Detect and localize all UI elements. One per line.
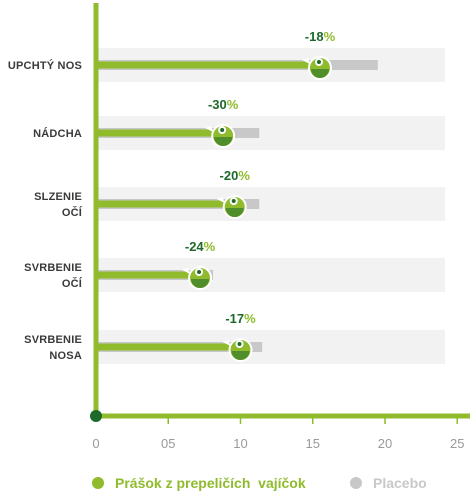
reduction-unit: % [324, 29, 336, 44]
reduction-label: -30% [201, 94, 246, 114]
reduction-unit: % [204, 239, 216, 254]
legend-item-placebo: Placebo [350, 473, 427, 493]
legend-dot-placebo [350, 477, 362, 489]
reduction-label: -24% [178, 236, 223, 256]
category-labels: UPCHTÝ NOS NÁDCHA SLZENIE OČÍ SVRBENIE OČÍ SVR… [8, 59, 83, 362]
reduction-text: -17% [225, 311, 256, 326]
reduction-text: -30% [208, 97, 239, 112]
marker-pupil [197, 270, 202, 274]
reduction-label: -17% [218, 308, 263, 328]
reduction-number: -20 [220, 168, 239, 183]
legend-dot-treatment [92, 477, 104, 489]
reduction-label: -20% [212, 165, 257, 185]
x-tick-label: 20 [378, 436, 392, 451]
legend: Prášok z prepeličích vajíčok Placebo [0, 473, 470, 493]
chart: 0 05 10 15 20 25 -18%-30%-20%-24%-17% UPCHTÝ … [8, 3, 470, 451]
category-label: OČÍ [62, 206, 83, 219]
reduction-number: -18 [305, 29, 324, 44]
treatment-bar [96, 343, 241, 351]
category-label: SVRBENIE [24, 262, 82, 274]
marker-shade [214, 137, 233, 146]
marker-shade [225, 208, 244, 217]
marker-pupil [231, 199, 236, 203]
bar-end-markers [182, 56, 332, 362]
marker-shade [310, 69, 329, 78]
marker-shade [191, 279, 210, 288]
bar-end-marker [182, 266, 213, 290]
marker-shade [231, 351, 250, 360]
marker-tail [301, 58, 310, 64]
axis-origin-dot [90, 410, 102, 422]
reduction-number: -17 [225, 311, 244, 326]
reduction-unit: % [244, 311, 256, 326]
x-tick-label: 15 [306, 436, 320, 451]
category-label: UPCHTÝ NOS [8, 59, 82, 72]
reduction-pill [212, 165, 257, 185]
reduction-pill [218, 308, 263, 328]
marker-pupil [316, 60, 321, 64]
marker-tail [205, 126, 214, 132]
bar-end-marker [222, 338, 253, 362]
reduction-unit: % [238, 168, 250, 183]
bar-end-marker [205, 124, 236, 148]
reduction-text: -20% [220, 168, 251, 183]
x-tick-label: 0 [92, 436, 99, 451]
bar-end-marker [216, 195, 247, 219]
category-label: OČÍ [62, 277, 83, 290]
reduction-pill [201, 94, 246, 114]
x-tick-label: 10 [233, 436, 247, 451]
marker-tail [182, 268, 191, 274]
category-label: SVRBENIE [24, 334, 82, 346]
marker-pupil [220, 128, 225, 132]
treatment-bar [96, 200, 235, 208]
x-tick-label: 05 [161, 436, 175, 451]
marker-tail [216, 197, 225, 203]
reduction-labels: -18%-30%-20%-24%-17% [178, 26, 342, 328]
bar-end-marker [301, 56, 332, 80]
category-label: NOSA [49, 350, 82, 362]
treatment-bar [96, 271, 201, 279]
category-label: SLZENIE [34, 191, 82, 203]
reduction-pill [297, 26, 342, 46]
reduction-label: -18% [297, 26, 342, 46]
x-ticks: 0 05 10 15 20 25 [92, 416, 464, 451]
treatment-bar [96, 129, 224, 137]
reduction-number: -30 [208, 97, 227, 112]
reduction-number: -24 [185, 239, 205, 254]
legend-item-treatment: Prášok z prepeličích vajíčok [92, 473, 306, 493]
reduction-text: -24% [185, 239, 216, 254]
treatment-bar [96, 61, 320, 69]
reduction-text: -18% [305, 29, 336, 44]
legend-label-placebo: Placebo [373, 475, 427, 491]
marker-tail [222, 340, 231, 346]
x-tick-label: 25 [450, 436, 464, 451]
treatment-bars [96, 61, 320, 351]
legend-label-treatment: Prášok z prepeličích vajíčok [115, 475, 306, 491]
reduction-pill [178, 236, 223, 256]
axes [90, 3, 470, 422]
reduction-unit: % [227, 97, 239, 112]
marker-pupil [237, 342, 242, 346]
category-label: NÁDCHA [33, 127, 82, 140]
